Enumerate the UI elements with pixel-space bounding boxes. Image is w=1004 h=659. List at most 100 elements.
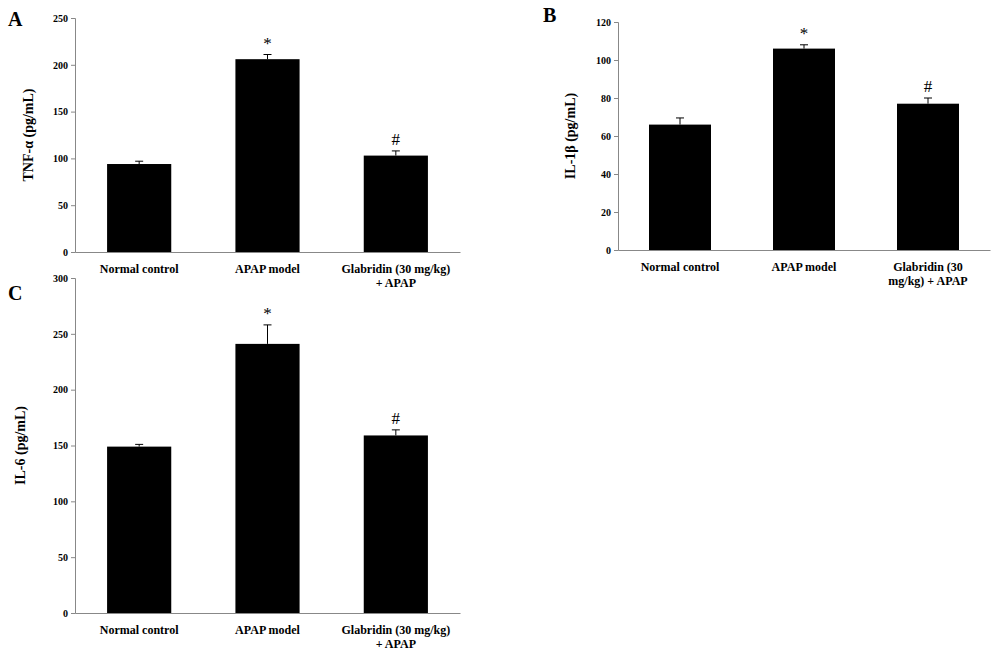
y-tick-label: 200 xyxy=(53,60,68,71)
y-tick: 80 xyxy=(601,93,618,104)
x-tick-label: APAP model xyxy=(772,260,837,274)
error-bar-cap xyxy=(392,429,400,430)
x-tick-label-line: APAP model xyxy=(235,262,300,276)
error-bar xyxy=(135,444,143,446)
plot-area xyxy=(107,325,428,613)
y-tick-label: 40 xyxy=(601,169,611,180)
bar xyxy=(107,164,171,252)
panel-letter: C xyxy=(8,282,22,304)
x-tick: Glabridin (30mg/kg) + APAP xyxy=(888,250,967,288)
error-bar-cap xyxy=(392,150,400,151)
error-bar xyxy=(392,151,400,156)
y-tick-mark xyxy=(71,65,75,66)
y-axis-title: IL-6 (pg/mL) xyxy=(13,406,29,485)
error-bar xyxy=(800,45,808,49)
y-tick-mark xyxy=(614,174,618,175)
y-tick-label: 100 xyxy=(53,496,68,507)
x-axis-line xyxy=(76,613,461,614)
y-tick-label: 0 xyxy=(63,608,68,619)
x-tick-label: Normal control xyxy=(641,260,720,274)
y-tick: 200 xyxy=(53,384,75,395)
y-tick-mark xyxy=(71,557,75,558)
error-bar xyxy=(924,98,932,104)
y-tick-mark xyxy=(71,501,75,502)
significance-marker: # xyxy=(392,409,401,428)
y-tick: 50 xyxy=(58,200,75,211)
y-tick-mark xyxy=(71,613,75,614)
y-tick-label: 250 xyxy=(53,13,68,24)
error-bar xyxy=(676,118,684,125)
x-axis-line xyxy=(619,250,991,251)
significance-marker: # xyxy=(392,130,401,149)
y-axis-line xyxy=(71,279,76,614)
y-axis: 020406080100120 xyxy=(596,17,619,256)
y-tick-mark xyxy=(614,136,618,137)
y-axis: 050100150200250300 xyxy=(53,273,76,619)
error-bar-cap xyxy=(264,324,272,325)
error-bar xyxy=(264,325,272,344)
y-tick: 200 xyxy=(53,60,75,71)
y-tick-label: 120 xyxy=(596,17,611,28)
error-bar xyxy=(135,161,143,164)
x-tick: Normal control xyxy=(100,613,179,637)
y-tick: 0 xyxy=(63,247,75,258)
error-bar-stem xyxy=(804,45,805,49)
figure: 050100150200250Normal controlAPAP modelG… xyxy=(0,0,1004,659)
error-bar xyxy=(392,430,400,436)
bar xyxy=(364,435,428,613)
y-tick-mark xyxy=(614,98,618,99)
error-bar-stem xyxy=(680,118,681,125)
y-tick-label: 80 xyxy=(601,93,611,104)
y-tick-label: 0 xyxy=(63,247,68,258)
significance-marker: * xyxy=(800,24,809,43)
y-tick: 100 xyxy=(53,496,75,507)
x-axis: Normal control APAP model Glabridin (30mg/… xyxy=(619,250,991,288)
bar xyxy=(897,104,959,250)
y-tick: 150 xyxy=(53,440,75,451)
x-tick-label: APAP model xyxy=(235,623,300,637)
x-tick: Glabridin (30 mg/kg)+ APAP xyxy=(341,252,450,290)
error-bar-cap xyxy=(800,44,808,45)
y-axis-line xyxy=(614,23,619,251)
panel-letter: A xyxy=(8,8,23,30)
bar xyxy=(649,125,711,250)
error-bar xyxy=(264,55,272,60)
y-tick-mark xyxy=(71,112,75,113)
error-bar-cap xyxy=(264,54,272,55)
y-tick-mark xyxy=(71,446,75,447)
y-tick: 100 xyxy=(53,153,75,164)
y-tick-label: 150 xyxy=(53,106,68,117)
y-tick: 120 xyxy=(596,17,618,28)
y-tick-mark xyxy=(614,250,618,251)
x-tick-label: Normal control xyxy=(100,623,179,637)
x-axis-line xyxy=(76,252,461,253)
bar xyxy=(235,59,299,252)
y-tick-label: 50 xyxy=(58,200,68,211)
error-bar-stem xyxy=(395,151,396,156)
significance-marker: * xyxy=(263,304,272,323)
error-bar-stem xyxy=(395,430,396,436)
y-tick: 0 xyxy=(63,608,75,619)
y-tick-mark xyxy=(71,334,75,335)
y-tick: 250 xyxy=(53,329,75,340)
y-tick-mark xyxy=(71,252,75,253)
x-tick: APAP model xyxy=(772,250,837,274)
error-bar-stem xyxy=(267,55,268,60)
y-tick-mark xyxy=(614,60,618,61)
x-tick-label-line: Normal control xyxy=(641,260,720,274)
error-bar-cap xyxy=(135,161,143,162)
x-axis: Normal controlAPAP modelGlabridin (30 mg… xyxy=(76,252,461,290)
y-tick: 300 xyxy=(53,273,75,284)
y-tick: 0 xyxy=(606,245,618,256)
y-tick: 100 xyxy=(596,55,618,66)
y-tick-mark xyxy=(71,390,75,391)
y-tick: 250 xyxy=(53,13,75,24)
panel: 050100150200250300Normal controlAPAP mod… xyxy=(53,273,461,651)
x-tick-label-line: Glabridin (30 mg/kg) xyxy=(341,623,450,637)
y-tick-mark xyxy=(71,158,75,159)
x-tick: Normal control xyxy=(641,250,720,274)
y-tick-label: 20 xyxy=(601,207,611,218)
x-tick-label-line: Glabridin (30 mg/kg) xyxy=(341,262,450,276)
x-tick: APAP model xyxy=(235,252,300,276)
y-axis-title: TNF-α (pg/mL) xyxy=(21,88,37,181)
